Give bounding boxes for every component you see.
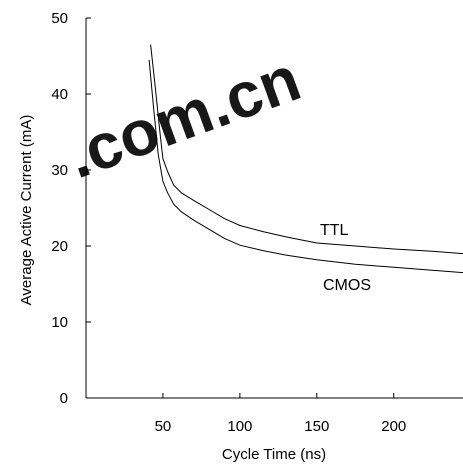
series-label-ttl: TTL xyxy=(320,222,349,239)
x-axis-title: Cycle Time (ns) xyxy=(222,446,326,463)
y-axis-ticks: 0 10 20 30 40 50 xyxy=(51,10,91,407)
y-axis-title: Average Active Current (mA) xyxy=(18,115,35,306)
y-tick-label: 40 xyxy=(51,86,68,103)
y-tick-label: 10 xyxy=(51,314,68,331)
x-tick-label: 100 xyxy=(227,418,252,435)
y-tick-label: 20 xyxy=(51,238,68,255)
watermark-text: .com.cn xyxy=(57,42,309,192)
x-axis-ticks: 50 100 150 200 xyxy=(155,393,406,435)
y-tick-label: 0 xyxy=(60,390,68,407)
x-tick-label: 150 xyxy=(304,418,329,435)
series-labels: TTL CMOS xyxy=(320,222,371,294)
series-line-cmos xyxy=(148,59,463,274)
y-tick-label: 50 xyxy=(51,10,68,27)
series-label-cmos: CMOS xyxy=(323,277,371,294)
watermark: .com.cn xyxy=(57,42,309,192)
x-tick-label: 50 xyxy=(155,418,172,435)
y-tick-label: 30 xyxy=(51,162,68,179)
series-line-ttl xyxy=(150,44,463,255)
x-tick-label: 200 xyxy=(381,418,406,435)
series-lines xyxy=(148,44,463,274)
